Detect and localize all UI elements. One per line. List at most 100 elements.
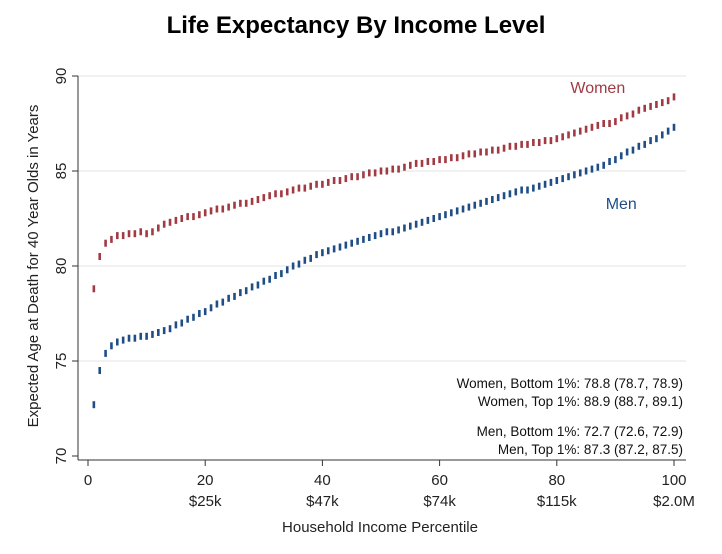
men-point (239, 289, 242, 297)
women-point (250, 197, 254, 205)
men-point (549, 178, 553, 186)
women-point (145, 230, 148, 238)
women-point (578, 127, 582, 135)
women-point (215, 205, 219, 213)
women-point (596, 121, 600, 129)
women-point (532, 139, 535, 146)
data-points (92, 93, 676, 409)
annotation-block: Women, Bottom 1%: 78.8 (78.7, 78.9) Wome… (457, 376, 683, 457)
men-point (614, 156, 617, 164)
men-point (203, 308, 207, 316)
men-point (192, 313, 195, 321)
men-point (256, 281, 260, 289)
men-point (526, 186, 529, 194)
men-point (92, 401, 96, 409)
men-point (555, 177, 559, 184)
women-point (520, 140, 523, 148)
men-point (426, 216, 430, 224)
men-point (631, 146, 635, 154)
men-point (168, 325, 172, 333)
men-point (573, 171, 576, 179)
men-point (666, 127, 670, 135)
women-point (625, 112, 629, 120)
men-point (409, 222, 412, 230)
women-point (643, 104, 646, 112)
women-point (391, 165, 395, 173)
y-axis-label: Expected Age at Death for 40 Year Olds i… (25, 105, 42, 428)
men-point (280, 270, 283, 278)
y-tick-label: 90 (53, 68, 70, 85)
women-point (549, 137, 553, 145)
women-point (157, 224, 160, 232)
women-point (133, 230, 137, 238)
women-point (239, 199, 242, 207)
men-point (473, 201, 477, 209)
men-point (274, 272, 277, 279)
annotation-women-bottom: Women, Bottom 1%: 78.8 (78.7, 78.9) (457, 376, 683, 391)
men-point (467, 203, 471, 211)
women-point (467, 150, 471, 158)
women-point (655, 101, 658, 108)
women-point (666, 97, 670, 105)
men-point (450, 209, 453, 217)
men-point (262, 277, 266, 285)
x-tick-income-label: $115k (537, 493, 577, 510)
x-tick-income-label: $74k (423, 493, 456, 510)
men-point (98, 367, 102, 374)
women-point (297, 184, 301, 192)
x-tick-label: 80 (548, 472, 565, 489)
men-point (321, 249, 324, 257)
women-point (180, 215, 184, 222)
men-point (344, 241, 348, 249)
women-point (350, 173, 353, 181)
men-point (186, 315, 189, 323)
y-tick-label: 75 (53, 353, 70, 370)
men-point (180, 319, 184, 327)
women-point (162, 220, 166, 228)
women-point (367, 169, 371, 177)
men-point (133, 334, 137, 342)
women-point (315, 180, 318, 188)
men-point (660, 131, 664, 139)
women-point (321, 180, 324, 188)
women-point (502, 144, 506, 152)
women-point (221, 205, 225, 213)
women-point (139, 228, 143, 236)
men-point (461, 205, 465, 213)
men-point (367, 234, 371, 241)
x-tick-income-label: $25k (189, 493, 222, 510)
men-point (221, 298, 225, 306)
men-point (326, 247, 330, 255)
x-tick-label: 100 (661, 472, 686, 489)
men-point (145, 332, 148, 340)
men-point (537, 182, 541, 190)
y-tick-label: 85 (53, 163, 70, 180)
women-point (233, 201, 236, 209)
women-point (432, 158, 436, 165)
women-point (338, 177, 342, 184)
women-point (92, 285, 96, 293)
men-point (479, 199, 482, 207)
gridlines (78, 75, 686, 362)
men-point (485, 197, 488, 205)
x-axis-ticks: 0 20 $25k 40 $47k 60 $74k 80 $115k 100 $2.0M (84, 460, 695, 510)
women-point (104, 239, 107, 247)
women-point (438, 156, 441, 164)
women-point (385, 167, 389, 175)
men-point (649, 137, 652, 145)
men-point (432, 215, 436, 222)
men-point (116, 338, 119, 346)
women-point (461, 152, 465, 160)
men-point (455, 207, 459, 215)
women-point (209, 207, 213, 215)
men-point (596, 163, 600, 171)
women-point (649, 102, 652, 110)
men-point (268, 275, 271, 283)
y-axis-ticks: 70 75 80 85 90 (53, 68, 78, 464)
women-series-label: Women (570, 80, 625, 97)
men-point (233, 292, 236, 300)
men-series-label: Men (606, 196, 637, 213)
annotation-men-bottom: Men, Bottom 1%: 72.7 (72.6, 72.9) (477, 424, 683, 439)
men-point (590, 165, 594, 173)
